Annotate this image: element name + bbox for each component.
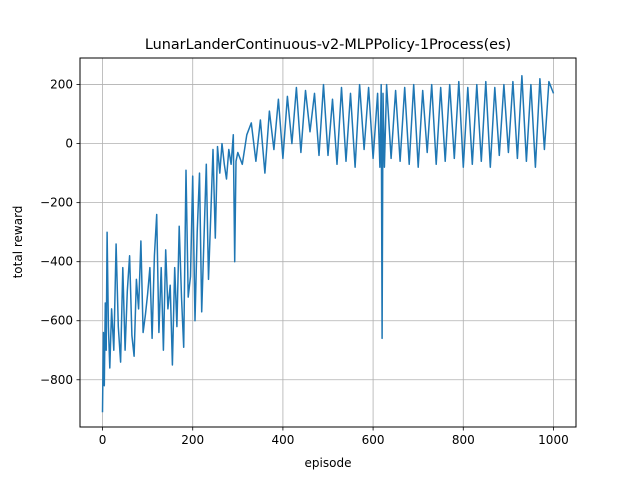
x-tick-label: 0 — [99, 433, 107, 447]
x-axis-label: episode — [305, 456, 352, 470]
y-tick-label: −600 — [40, 314, 73, 328]
x-tick-label: 1000 — [538, 433, 569, 447]
plot-frame — [79, 57, 577, 428]
chart-title: LunarLanderContinuous-v2-MLPPolicy-1Proc… — [145, 37, 511, 53]
y-tick-label: −400 — [40, 255, 73, 269]
series-line-total-reward — [101, 74, 555, 413]
x-tick-label: 600 — [362, 433, 385, 447]
x-tick-label: 200 — [181, 433, 204, 447]
y-tick-label: −800 — [40, 373, 73, 387]
x-tick-label: 400 — [271, 433, 294, 447]
y-axis-label: total reward — [11, 206, 25, 279]
grid-lines — [80, 58, 576, 427]
y-tick-label: −200 — [40, 196, 73, 210]
axis-ticks: 0 200 400 600 800 1000 −800 −600 −400 −200 0 200 — [40, 78, 569, 447]
y-tick-label: 200 — [50, 78, 73, 92]
plot-line-group — [101, 74, 555, 413]
y-tick-label: 0 — [65, 137, 73, 151]
x-tick-label: 800 — [452, 433, 475, 447]
